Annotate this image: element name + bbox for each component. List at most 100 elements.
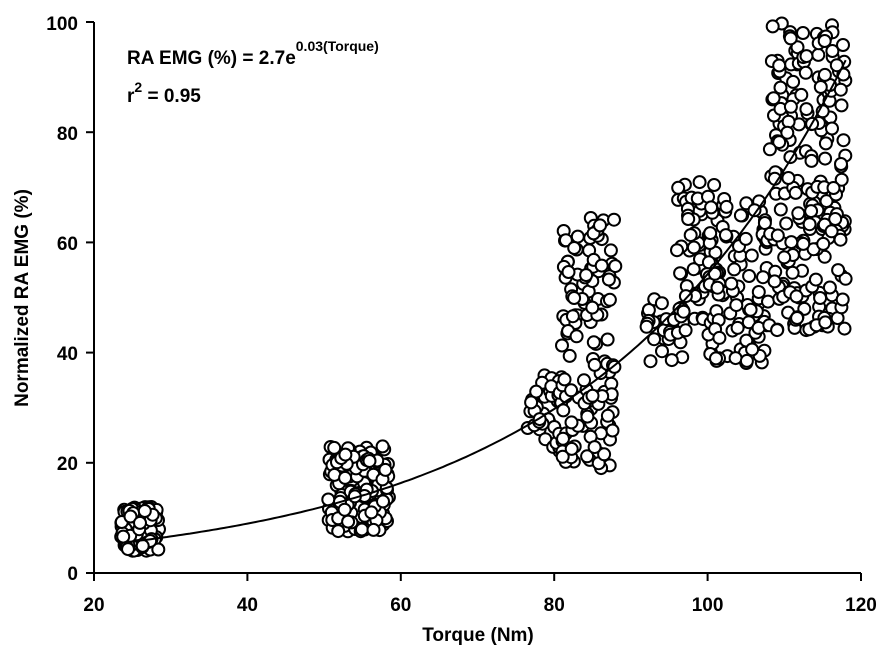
data-point xyxy=(354,522,369,537)
data-point xyxy=(833,82,848,97)
data-point xyxy=(558,233,573,248)
data-point xyxy=(639,319,654,334)
data-point xyxy=(654,296,669,311)
data-point xyxy=(585,300,600,315)
x-tick-label-100: 100 xyxy=(692,595,724,616)
data-point xyxy=(834,98,849,113)
data-point xyxy=(747,203,762,218)
data-point xyxy=(593,218,607,233)
data-point xyxy=(772,135,787,150)
data-point xyxy=(825,44,840,58)
data-point xyxy=(561,265,576,279)
data-point xyxy=(802,217,817,232)
data-point xyxy=(580,409,595,424)
data-point xyxy=(524,395,539,410)
data-point xyxy=(671,180,686,195)
data-point xyxy=(378,462,393,477)
data-point xyxy=(790,311,805,325)
data-point xyxy=(724,276,739,291)
data-point xyxy=(745,342,760,357)
data-point xyxy=(664,353,679,368)
data-point xyxy=(783,31,798,46)
data-point xyxy=(562,348,577,363)
data-point xyxy=(597,447,612,462)
data-point xyxy=(580,449,595,464)
data-point xyxy=(600,332,615,347)
data-point xyxy=(751,285,766,299)
data-point xyxy=(779,216,794,231)
data-point xyxy=(709,351,723,366)
data-point xyxy=(707,178,722,192)
data-point xyxy=(338,447,353,462)
y-tick-label-60: 60 xyxy=(57,234,78,255)
x-tick-label-40: 40 xyxy=(237,595,258,616)
data-point xyxy=(712,330,727,345)
x-tick-label-20: 20 xyxy=(83,595,104,616)
data-point xyxy=(557,372,572,387)
data-point xyxy=(831,263,846,278)
data-point xyxy=(825,121,839,136)
data-point xyxy=(678,323,693,338)
data-point xyxy=(376,494,390,509)
data-point xyxy=(137,504,152,518)
r-squared-prefix: r xyxy=(127,86,135,107)
r-squared-sup: 2 xyxy=(134,79,142,95)
data-point xyxy=(331,524,346,539)
data-point xyxy=(744,248,759,263)
data-point xyxy=(738,231,753,246)
data-point xyxy=(703,226,718,241)
data-point xyxy=(773,202,788,217)
data-point xyxy=(362,454,377,468)
data-point xyxy=(788,185,803,200)
data-point xyxy=(743,302,758,317)
data-point xyxy=(567,241,582,255)
y-tick-label-40: 40 xyxy=(57,344,78,365)
data-point xyxy=(818,136,833,151)
data-point xyxy=(655,344,669,359)
data-point xyxy=(375,439,390,454)
data-point xyxy=(765,19,780,34)
data-point xyxy=(647,332,662,347)
data-point xyxy=(837,321,852,336)
data-point xyxy=(796,236,811,251)
equation-annotation: RA EMG (%) = 2.7e0.03(Torque) xyxy=(127,38,379,69)
data-point xyxy=(742,269,757,283)
data-point xyxy=(728,351,743,366)
data-point xyxy=(673,266,688,281)
data-point xyxy=(567,291,582,305)
data-point xyxy=(834,157,848,171)
data-point xyxy=(818,315,833,330)
data-point xyxy=(719,199,734,214)
data-point xyxy=(116,529,131,544)
data-point xyxy=(587,440,602,455)
data-point xyxy=(605,423,620,438)
data-point xyxy=(692,175,707,190)
data-point xyxy=(798,65,813,80)
data-point xyxy=(834,172,849,187)
x-tick-label-120: 120 xyxy=(845,595,877,616)
data-point xyxy=(761,294,775,309)
data-point xyxy=(824,224,839,239)
data-point xyxy=(341,514,356,529)
data-point xyxy=(835,292,850,307)
data-point xyxy=(791,206,806,221)
data-point xyxy=(569,329,584,344)
data-point xyxy=(556,403,571,418)
data-point xyxy=(686,240,701,255)
data-point xyxy=(555,449,570,464)
y-tick-label-0: 0 xyxy=(67,564,78,585)
axis-ticks xyxy=(86,21,862,581)
y-axis-title: Normalized RA EMG (%) xyxy=(12,189,33,407)
data-point xyxy=(770,323,785,338)
equation-exponent: 0.03(Torque) xyxy=(296,38,379,54)
data-point xyxy=(781,171,796,185)
data-point xyxy=(730,320,745,335)
data-point xyxy=(818,151,833,166)
data-point xyxy=(762,142,777,157)
data-point xyxy=(603,243,618,258)
data-point xyxy=(786,74,801,89)
data-point xyxy=(678,289,693,304)
data-point xyxy=(686,262,701,277)
data-point xyxy=(676,304,691,319)
fit-curve xyxy=(132,59,847,543)
